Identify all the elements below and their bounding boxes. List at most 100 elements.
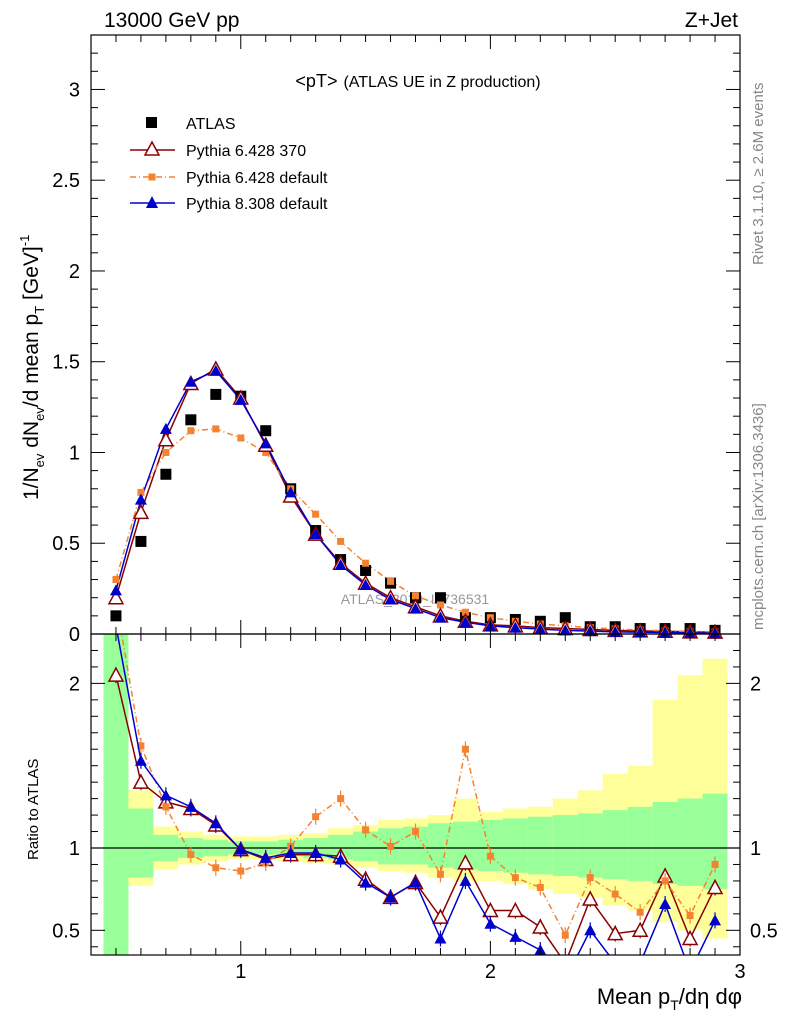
- y-axis-label: 1/Nev dNev/d mean pT [GeV]-1: [17, 235, 47, 500]
- main-point-3-11: [384, 593, 397, 605]
- main-point-2-10: [362, 559, 370, 567]
- main-point-2-11: [387, 577, 395, 585]
- ratio-point-1-9: [337, 795, 345, 803]
- ratio-point-0-21: [631, 921, 649, 938]
- header-right: Z+Jet: [685, 9, 738, 32]
- ratio-point-2-21: [634, 957, 646, 968]
- ratio-point-0-18: [565, 954, 566, 955]
- x-tick-label-1: 2: [485, 961, 496, 983]
- main-point-3-6: [259, 437, 272, 449]
- main-point-0-6: [260, 425, 272, 437]
- ratio-point-1-24: [711, 860, 719, 868]
- ratio-point-2-15: [484, 917, 497, 929]
- ratio-point-2-12: [409, 876, 422, 888]
- y-tick-label-0: 0: [69, 624, 80, 646]
- y-tick-label-5: 2.5: [52, 170, 80, 192]
- main-point-3-13: [434, 611, 447, 623]
- main-point-2-8: [312, 510, 320, 518]
- ratio-point-0-13: [432, 908, 449, 924]
- ratio-point-2-11: [384, 891, 397, 903]
- ratio-point-1-8: [312, 813, 320, 821]
- main-point-3-3: [184, 375, 197, 387]
- main-point-3-14: [459, 616, 472, 628]
- ratio-band-stat-1: [128, 808, 154, 878]
- rivet-label: Rivet 3.1.10, ≥ 2.6M events: [750, 83, 767, 266]
- ratio-lines: [107, 634, 724, 985]
- legend-label-atlas: ATLAS: [186, 116, 236, 133]
- x-axis-label: Mean pT/dη dφ: [597, 984, 742, 1013]
- ratio-band-stat-16: [502, 818, 528, 873]
- main-point-2-13: [436, 601, 444, 609]
- main-point-3-10: [359, 578, 372, 590]
- ratio-point-2-16: [509, 930, 522, 942]
- ratio-point-2-13: [434, 932, 447, 944]
- ratio-point-1-16: [511, 874, 519, 882]
- ratio-point-1-21: [636, 908, 644, 916]
- main-series: [107, 360, 724, 639]
- legend-label-pythia6-370: Pythia 6.428 370: [186, 143, 306, 160]
- ratio-point-2-10: [359, 876, 372, 888]
- ratio-point-2-18: [559, 974, 571, 985]
- ratio-point-1-1: [137, 742, 145, 750]
- main-point-1-0: [107, 589, 125, 605]
- main-point-0-18: [559, 612, 571, 624]
- ratio-point-1-19: [586, 874, 594, 882]
- ratio-band-stat-24: [702, 793, 728, 890]
- legend-marker-pythia6-default: [148, 173, 156, 181]
- ratio-band-stat-21: [627, 806, 653, 881]
- main-point-3-9: [334, 559, 347, 571]
- ratio-point-1-22: [661, 877, 669, 885]
- ratio-point-1-10: [362, 826, 370, 834]
- main-point-3-2: [159, 422, 172, 434]
- main-point-0-1: [135, 535, 147, 547]
- legend-label-pythia8-default: Pythia 8.308 default: [186, 196, 328, 213]
- ratio-band-stat-18: [552, 815, 578, 876]
- ratio-point-1-14: [461, 745, 469, 753]
- y-tick-label-3: 1.5: [52, 352, 80, 374]
- ratio-point-1-2: [162, 803, 170, 811]
- ratio-point-1-5: [237, 867, 245, 875]
- ratio-point-0-17: [532, 918, 549, 934]
- main-point-1-2: [157, 431, 175, 447]
- ratio-tick-label-right-1: 1: [750, 838, 761, 860]
- ratio-point-2-7: [284, 846, 297, 858]
- ratio-band-stat-17: [527, 816, 553, 875]
- ratio-tick-label-right-0: 0.5: [750, 920, 778, 942]
- y-tick-label-6: 3: [69, 79, 80, 101]
- ratio-series-group: [107, 634, 724, 985]
- ratio-point-0-16: [507, 901, 524, 918]
- main-point-2-5: [237, 434, 245, 442]
- ratio-point-1-3: [187, 851, 195, 859]
- y-tick-label-1: 0.5: [52, 533, 80, 555]
- ratio-tick-label-left-2: 2: [69, 673, 80, 695]
- ratio-bands: [91, 634, 740, 955]
- ratio-band-stat-23: [677, 798, 703, 886]
- ratio-band-stat-0: [103, 634, 129, 955]
- ratio-point-2-3: [184, 800, 197, 812]
- main-point-3-7: [284, 486, 297, 498]
- ratio-point-2-23: [684, 965, 696, 976]
- main-point-2-1: [137, 488, 145, 496]
- ratio-band-stat-20: [602, 810, 628, 880]
- ratio-point-2-8: [309, 846, 322, 858]
- legend-label-pythia6-default: Pythia 6.428 default: [186, 170, 328, 187]
- ratio-tick-label-left-0: 0.5: [52, 920, 80, 942]
- main-point-2-3: [187, 427, 195, 435]
- main-point-2-9: [337, 537, 345, 545]
- ratio-point-0-24: [706, 878, 724, 895]
- legend-marker-pythia6-370: [143, 140, 161, 156]
- chart-title: <pT> (ATLAS UE in Z production): [295, 71, 540, 91]
- main-point-3-12: [409, 602, 422, 614]
- y-tick-label-2: 1: [69, 442, 80, 464]
- header-left: 13000 GeV pp: [104, 9, 239, 32]
- ratio-band-stat-19: [577, 813, 603, 878]
- ratio-point-2-14: [459, 874, 472, 886]
- main-point-0-13: [434, 592, 446, 604]
- ratio-point-2-2: [159, 789, 172, 801]
- x-tick-label-2: 3: [734, 961, 745, 983]
- main-point-2-12: [412, 592, 419, 600]
- main-point-2-0: [112, 576, 120, 584]
- ratio-point-1-17: [536, 884, 544, 892]
- ratio-point-0-19: [581, 890, 599, 906]
